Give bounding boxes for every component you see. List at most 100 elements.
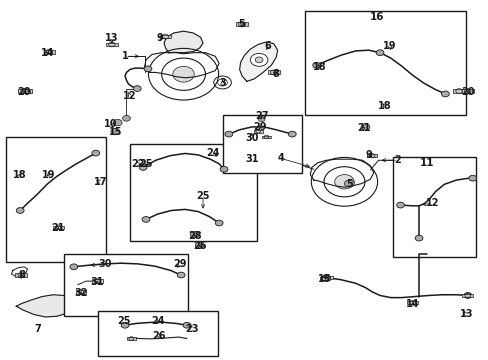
Circle shape [111, 129, 120, 135]
Text: 25: 25 [139, 159, 152, 169]
Bar [5, 137, 105, 262]
Circle shape [16, 208, 24, 213]
Text: 18: 18 [313, 62, 326, 72]
Text: 32: 32 [74, 288, 88, 298]
Bar [461, 89, 473, 93]
Circle shape [396, 202, 404, 208]
Text: 31: 31 [90, 277, 104, 287]
Circle shape [468, 175, 476, 181]
Text: 26: 26 [152, 331, 165, 341]
Bar [130, 144, 256, 241]
Text: 6: 6 [264, 41, 271, 50]
Circle shape [312, 62, 320, 68]
Text: 18: 18 [13, 170, 27, 180]
Circle shape [183, 322, 190, 328]
Text: 9: 9 [156, 33, 163, 43]
Text: 29: 29 [253, 122, 266, 132]
Text: 16: 16 [369, 12, 384, 22]
Bar [20, 89, 32, 93]
Bar [322, 276, 332, 279]
Circle shape [414, 235, 422, 241]
Text: 14: 14 [405, 299, 419, 309]
Bar [319, 277, 330, 280]
Circle shape [177, 272, 184, 278]
Bar [159, 35, 171, 39]
Text: 30: 30 [244, 133, 258, 143]
Bar [407, 301, 417, 305]
Text: 26: 26 [192, 241, 206, 251]
Text: 31: 31 [244, 154, 258, 164]
Circle shape [139, 165, 147, 170]
Text: 28: 28 [187, 231, 201, 240]
Circle shape [172, 66, 194, 82]
Text: 5: 5 [345, 179, 352, 189]
Text: 12: 12 [123, 91, 136, 101]
Bar [462, 294, 472, 297]
Circle shape [92, 150, 100, 156]
Circle shape [258, 117, 264, 122]
Circle shape [113, 120, 122, 126]
Circle shape [144, 66, 152, 72]
Text: 11: 11 [419, 158, 434, 168]
Bar [305, 12, 466, 116]
Text: 19: 19 [382, 41, 396, 50]
Circle shape [255, 57, 263, 63]
Polygon shape [163, 31, 203, 53]
Text: 13: 13 [459, 310, 472, 319]
Text: 24: 24 [205, 148, 219, 158]
Circle shape [142, 217, 150, 222]
Bar [262, 135, 270, 138]
Bar [43, 50, 55, 54]
Circle shape [344, 180, 353, 187]
Bar [253, 130, 262, 133]
Text: 8: 8 [18, 270, 25, 280]
Text: 30: 30 [99, 259, 112, 269]
Text: 29: 29 [173, 259, 186, 269]
Text: 22: 22 [131, 159, 144, 169]
Text: 24: 24 [151, 316, 164, 325]
Circle shape [441, 91, 448, 97]
Bar [267, 71, 279, 75]
Bar [92, 279, 102, 283]
Text: 8: 8 [272, 69, 279, 79]
Text: 3: 3 [219, 78, 225, 88]
Text: 21: 21 [357, 123, 370, 133]
Text: 13: 13 [105, 33, 119, 43]
Bar [392, 157, 475, 257]
Text: 15: 15 [109, 127, 122, 136]
Text: 23: 23 [185, 324, 198, 334]
Circle shape [133, 86, 141, 91]
Bar [235, 22, 248, 26]
Bar [366, 154, 376, 157]
Text: 1: 1 [122, 51, 128, 61]
Bar [76, 290, 86, 293]
Text: 7: 7 [34, 324, 41, 334]
Text: 27: 27 [254, 111, 268, 121]
Bar [18, 89, 30, 93]
Circle shape [121, 322, 129, 328]
Circle shape [224, 131, 232, 137]
Text: 2: 2 [394, 155, 401, 165]
Circle shape [70, 264, 78, 270]
Text: 17: 17 [94, 177, 107, 187]
Circle shape [122, 116, 130, 121]
Text: 4: 4 [277, 153, 284, 163]
Text: 19: 19 [41, 170, 55, 180]
Text: 21: 21 [51, 224, 65, 233]
Bar [452, 89, 464, 93]
Text: 18: 18 [377, 102, 391, 112]
Circle shape [334, 175, 353, 189]
Bar [127, 337, 136, 340]
Bar [222, 116, 302, 173]
Text: 20: 20 [17, 87, 31, 97]
Text: 5: 5 [238, 19, 245, 29]
Circle shape [360, 124, 369, 130]
Circle shape [250, 53, 267, 66]
Circle shape [288, 131, 296, 137]
Text: 15: 15 [318, 274, 331, 284]
Text: 9: 9 [365, 150, 371, 160]
Circle shape [215, 220, 223, 226]
Text: 25: 25 [196, 191, 209, 201]
Polygon shape [239, 42, 277, 81]
Circle shape [463, 293, 471, 298]
